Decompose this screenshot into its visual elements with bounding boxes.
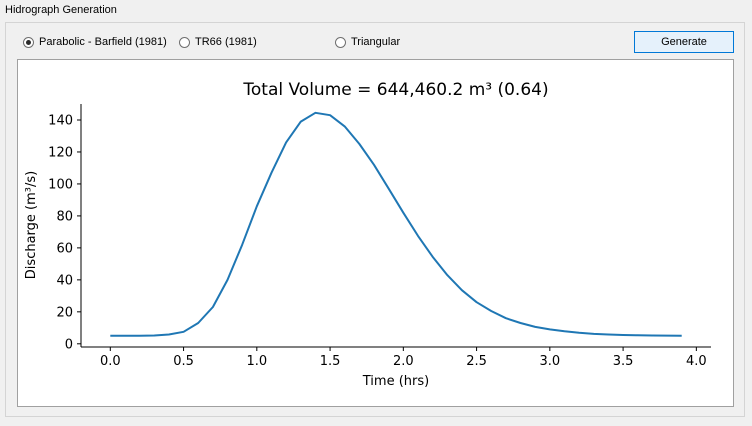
y-tick-label: 140 bbox=[48, 113, 73, 128]
radio-label: TR66 (1981) bbox=[195, 36, 257, 48]
x-tick-label: 3.5 bbox=[613, 354, 634, 369]
radio-triangular[interactable]: Triangular bbox=[335, 34, 400, 50]
x-tick-label: 2.5 bbox=[466, 354, 487, 369]
y-tick-label: 20 bbox=[56, 305, 73, 320]
y-tick-label: 120 bbox=[48, 145, 73, 160]
radio-unchecked-icon[interactable] bbox=[179, 36, 190, 48]
radio-checked-icon[interactable] bbox=[23, 36, 34, 48]
y-tick-label: 40 bbox=[56, 273, 73, 288]
x-tick-label: 0.0 bbox=[100, 354, 121, 369]
y-tick-label: 100 bbox=[48, 177, 73, 192]
discharge-series-line bbox=[110, 111, 682, 337]
x-tick-label: 1.5 bbox=[320, 354, 341, 369]
generate-button[interactable]: Generate bbox=[634, 31, 734, 53]
radio-unchecked-icon[interactable] bbox=[335, 36, 346, 48]
y-tick-label: 0 bbox=[65, 337, 73, 352]
radio-label: Triangular bbox=[351, 36, 401, 48]
x-tick-label: 4.0 bbox=[686, 354, 707, 369]
radio-parabolic-barfield[interactable]: Parabolic - Barfield (1981) bbox=[23, 34, 167, 50]
x-tick-label: 0.5 bbox=[173, 354, 194, 369]
radio-tr66[interactable]: TR66 (1981) bbox=[179, 34, 257, 50]
x-tick-label: 3.0 bbox=[539, 354, 560, 369]
x-tick-label: 1.0 bbox=[246, 354, 267, 369]
x-axis-label: Time (hrs) bbox=[362, 374, 429, 389]
plot-canvas bbox=[17, 59, 734, 407]
chart-title: Total Volume = 644,460.2 m³ (0.64) bbox=[242, 80, 548, 100]
y-axis-label: Discharge (m³/s) bbox=[24, 171, 39, 279]
y-tick-label: 60 bbox=[56, 241, 73, 256]
x-tick-label: 2.0 bbox=[393, 354, 414, 369]
radio-label: Parabolic - Barfield (1981) bbox=[39, 36, 167, 48]
y-tick-label: 80 bbox=[56, 209, 73, 224]
group-title: Hidrograph Generation bbox=[5, 4, 117, 16]
